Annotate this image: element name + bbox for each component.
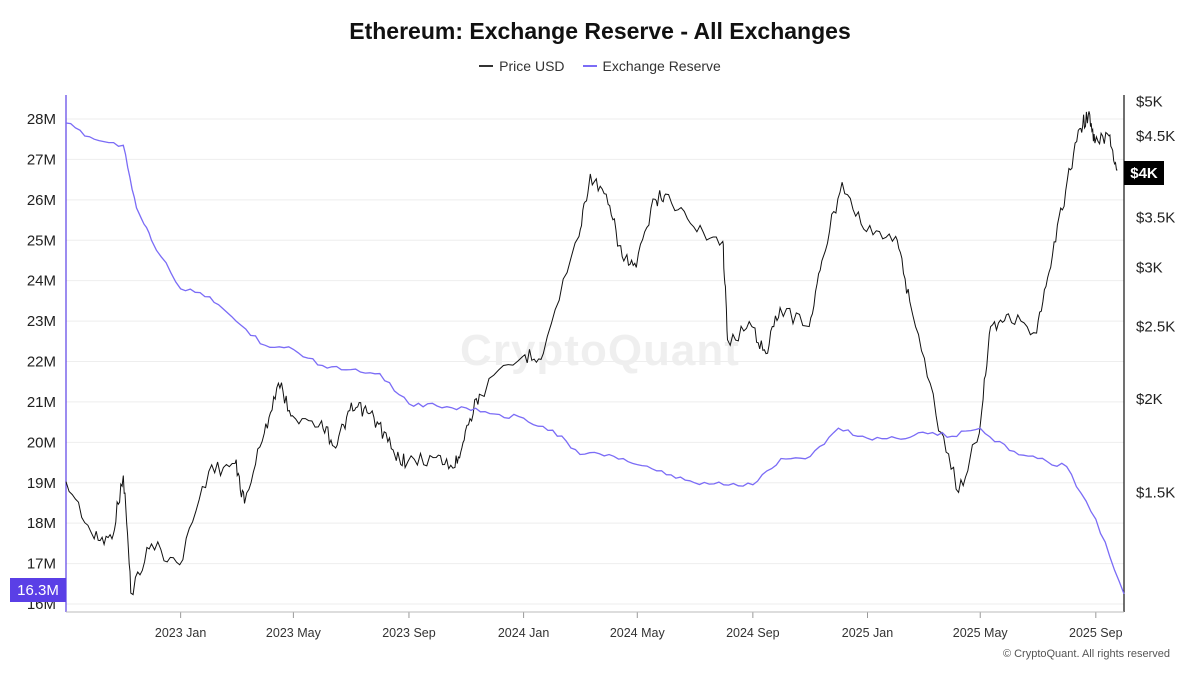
chart-title: Ethereum: Exchange Reserve - All Exchang… [349, 18, 851, 44]
grid-lines [66, 118, 1124, 605]
x-tick-label: 2025 May [953, 626, 1009, 640]
x-tick-label: 2025 Sep [1069, 626, 1123, 640]
current-price-badge: $4K [1124, 161, 1164, 185]
x-tick-label: 2023 May [266, 626, 322, 640]
y-left-tick-label: 23M [27, 313, 56, 330]
legend-label-price: Price USD [499, 58, 565, 74]
y-left-tick-label: 19M [27, 475, 56, 492]
legend-swatch-reserve [582, 65, 597, 67]
y-right-tick-label: $1.5K [1136, 484, 1175, 501]
price-usd-series-line [65, 111, 1118, 596]
chart-legend: Price USD Exchange Reserve [0, 58, 1200, 74]
x-tick-label: 2024 Jan [498, 626, 549, 640]
y-axis-right-ticks: $5K $4.5K $3.5K $3K $2.5K $2K $1.5K [1136, 94, 1175, 502]
legend-item-reserve[interactable]: Exchange Reserve [582, 58, 721, 74]
y-left-tick-label: 18M [27, 515, 56, 532]
legend-swatch-price [479, 65, 494, 67]
y-left-tick-label: 25M [27, 232, 56, 249]
legend-item-price[interactable]: Price USD [479, 58, 565, 74]
y-left-tick-label: 24M [27, 273, 56, 290]
x-tick-label: 2024 May [610, 626, 666, 640]
y-right-tick-label: $2.5K [1136, 319, 1175, 336]
y-right-tick-label: $5K [1136, 94, 1163, 111]
x-tick-label: 2024 Sep [726, 626, 780, 640]
x-tick-label: 2023 Sep [382, 626, 436, 640]
y-left-tick-label: 28M [27, 111, 56, 128]
y-left-tick-label: 20M [27, 434, 56, 451]
y-left-tick-label: 17M [27, 556, 56, 573]
y-left-tick-label: 22M [27, 354, 56, 371]
exchange-reserve-series-line [65, 122, 1125, 595]
legend-label-reserve: Exchange Reserve [602, 58, 721, 74]
y-right-tick-label: $4.5K [1136, 128, 1175, 145]
current-reserve-badge: 16.3M [10, 578, 66, 602]
y-right-tick-label: $3.5K [1136, 209, 1175, 226]
y-right-tick-label: $3K [1136, 259, 1163, 276]
y-left-tick-label: 21M [27, 394, 56, 411]
x-tick-label: 2025 Jan [842, 626, 893, 640]
y-right-tick-label: $2K [1136, 391, 1163, 408]
x-tick-label: 2023 Jan [155, 626, 206, 640]
y-left-tick-label: 26M [27, 192, 56, 209]
copyright-notice: © CryptoQuant. All rights reserved [1002, 648, 1170, 660]
watermark: CryptoQuant [460, 326, 740, 375]
x-axis-ticks: 2023 Jan 2023 May 2023 Sep 2024 Jan 2024 May… [155, 612, 1123, 640]
y-left-tick-label: 27M [27, 151, 56, 168]
